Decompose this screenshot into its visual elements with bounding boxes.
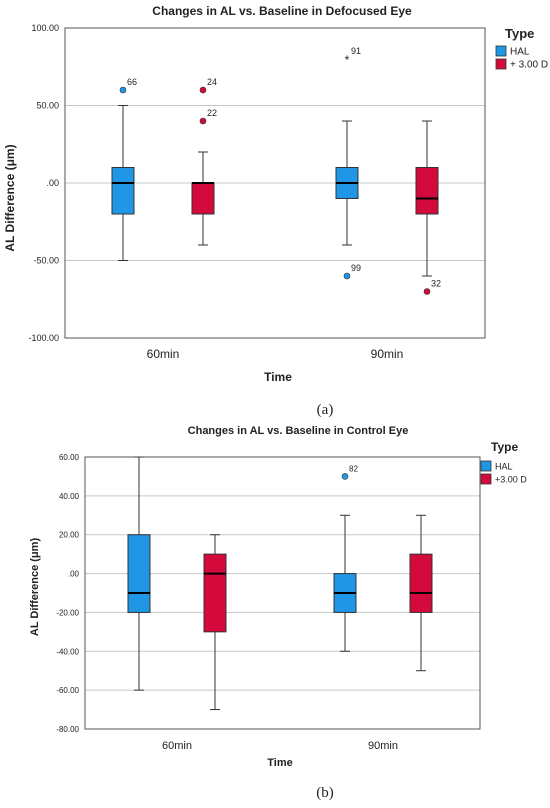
panel-label: (b) bbox=[316, 785, 334, 801]
y-axis-label: AL Difference (μm) bbox=[29, 538, 41, 637]
outlier-label: 91 bbox=[351, 46, 361, 56]
chart-panel-a: Changes in AL vs. Baseline in Defocused … bbox=[3, 4, 548, 418]
x-axis-label: Time bbox=[264, 370, 292, 384]
outlier-point bbox=[199, 117, 207, 125]
outlier-point bbox=[119, 86, 127, 94]
x-tick-label: 90min bbox=[371, 347, 404, 361]
chart-title: Changes in AL vs. Baseline in Control Ey… bbox=[188, 425, 409, 437]
box bbox=[127, 534, 151, 613]
legend-label: HAL bbox=[495, 462, 513, 472]
y-tick-label: 20.00 bbox=[59, 531, 80, 540]
chart-panel-b: Changes in AL vs. Baseline in Control Ey… bbox=[29, 425, 527, 801]
legend-label: HAL bbox=[510, 47, 530, 58]
y-tick-label: -20.00 bbox=[56, 608, 79, 617]
x-tick-label: 60min bbox=[147, 347, 180, 361]
outlier-label: 22 bbox=[207, 108, 217, 118]
outlier-point bbox=[343, 272, 351, 280]
y-tick-label: -80.00 bbox=[56, 725, 79, 734]
outlier-point bbox=[341, 473, 349, 480]
outlier-label: 66 bbox=[127, 77, 137, 87]
chart-title: Changes in AL vs. Baseline in Defocused … bbox=[152, 4, 412, 18]
outlier-point bbox=[199, 86, 207, 94]
box bbox=[203, 553, 227, 633]
box bbox=[409, 553, 433, 613]
y-tick-label: -60.00 bbox=[56, 686, 79, 695]
legend-title: Type bbox=[505, 26, 534, 41]
y-tick-label: 50.00 bbox=[36, 101, 59, 111]
legend-swatch bbox=[480, 473, 492, 485]
legend-label: +3.00 D bbox=[495, 475, 527, 485]
legend-swatch bbox=[480, 460, 492, 472]
y-tick-label: -100.00 bbox=[28, 333, 59, 343]
outlier-label: 32 bbox=[431, 279, 441, 289]
box bbox=[191, 182, 215, 215]
y-tick-label: -50.00 bbox=[33, 256, 59, 266]
outlier-point bbox=[423, 288, 431, 295]
box bbox=[111, 167, 135, 215]
y-tick-label: .00 bbox=[46, 178, 59, 188]
legend-title: Type bbox=[491, 440, 518, 454]
outlier-star: * bbox=[345, 53, 350, 67]
outlier-label: 99 bbox=[351, 263, 361, 273]
y-tick-label: .00 bbox=[68, 570, 80, 579]
y-tick-label: 40.00 bbox=[59, 492, 80, 501]
x-tick-label: 90min bbox=[368, 740, 398, 752]
box bbox=[415, 167, 439, 215]
y-axis-label: AL Difference (μm) bbox=[3, 144, 17, 251]
plot-area bbox=[84, 456, 481, 730]
legend-label: + 3.00 D bbox=[510, 60, 548, 71]
legend-swatch bbox=[495, 58, 507, 70]
plot-area bbox=[64, 27, 486, 339]
y-tick-label: 60.00 bbox=[59, 453, 80, 462]
x-axis-label: Time bbox=[267, 757, 292, 769]
y-tick-label: -40.00 bbox=[56, 647, 79, 656]
x-tick-label: 60min bbox=[162, 740, 192, 752]
legend-swatch bbox=[495, 45, 507, 57]
y-tick-label: 100.00 bbox=[31, 23, 59, 33]
outlier-label: 24 bbox=[207, 77, 217, 87]
panel-label: (a) bbox=[317, 402, 334, 418]
outlier-label: 82 bbox=[349, 464, 358, 473]
